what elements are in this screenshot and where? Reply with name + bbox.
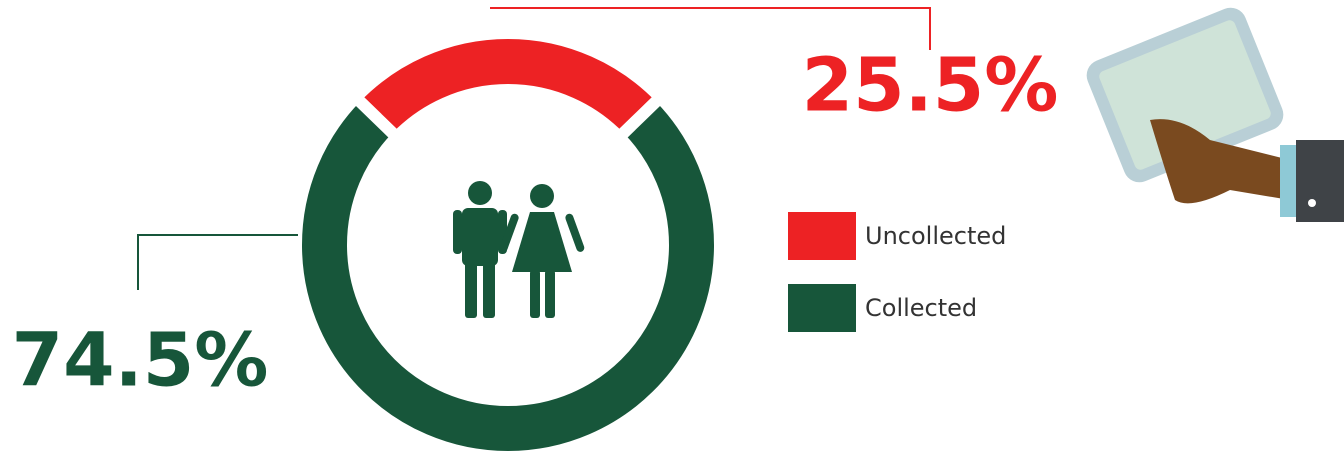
legend-label: Collected	[865, 294, 977, 322]
value-label: 74.5%	[12, 318, 269, 404]
leader-line	[138, 235, 298, 290]
chart: 25.5% 74.5% Uncollected Collected	[0, 0, 1344, 457]
value-label: 25.5%	[802, 43, 1059, 129]
legend-swatch	[788, 212, 856, 260]
legend-label: Uncollected	[865, 222, 1006, 250]
donut-segment	[356, 33, 660, 137]
legend-swatch	[788, 284, 856, 332]
donut-segment	[296, 97, 720, 457]
people-icon	[453, 181, 585, 318]
id-card-illustration	[1082, 3, 1344, 222]
